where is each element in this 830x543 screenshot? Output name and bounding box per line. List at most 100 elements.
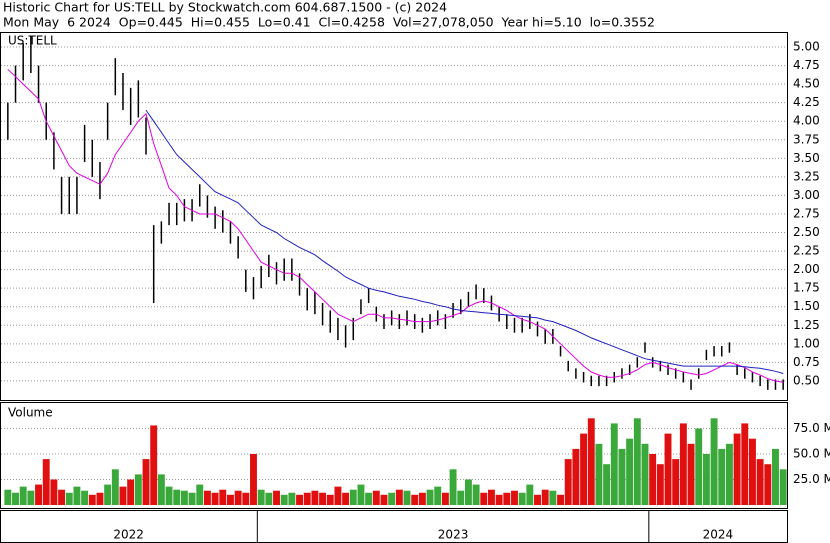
volume-bar [50, 479, 58, 505]
chart-title: Historic Chart for US:TELL by Stockwatch… [3, 0, 447, 15]
volume-bar [265, 492, 273, 505]
volume-bar [334, 486, 342, 505]
volume-bar [42, 459, 50, 505]
x-tick-label: 2022 [113, 528, 144, 542]
volume-bar [695, 428, 703, 505]
volume-bar [81, 490, 89, 505]
volume-bar [188, 492, 196, 505]
y-tick-label: 2.00 [793, 262, 820, 276]
volume-bar [380, 494, 388, 505]
volume-bar [679, 423, 687, 505]
volume-bar [288, 492, 296, 505]
volume-bar [73, 486, 81, 505]
y-tick-label: 2.75 [793, 206, 820, 220]
volume-bar [603, 464, 611, 505]
moving-average [7, 68, 784, 383]
volume-panel [0, 402, 788, 509]
volume-bar [610, 423, 618, 505]
volume-bar [219, 489, 227, 505]
volume-bar [395, 489, 403, 505]
volume-bar [411, 494, 419, 505]
volume-bar [104, 484, 112, 505]
price-panel [0, 32, 788, 401]
y2-tick-label: 25.0 M [793, 472, 830, 486]
volume-bar [449, 469, 457, 505]
volume-bar [434, 486, 442, 505]
volume-bar [488, 489, 495, 505]
y-tick-label: 1.50 [793, 299, 820, 313]
volume-bar [418, 492, 426, 505]
volume-bar [672, 459, 680, 505]
volume-bar [326, 494, 334, 505]
volume-bar [35, 484, 42, 505]
volume-bar [119, 486, 127, 505]
volume-bar [587, 418, 595, 505]
volume-bar [165, 486, 173, 505]
volume-bar [572, 448, 580, 505]
volume-bar [741, 423, 749, 505]
volume-bar [649, 454, 657, 505]
volume-bar [633, 418, 641, 505]
y-tick-label: 3.25 [793, 169, 820, 183]
volume-bar [357, 484, 365, 505]
volume-bar [180, 490, 188, 505]
x-tick-label: 2023 [438, 528, 469, 542]
y-tick-label: 3.50 [793, 151, 820, 165]
volume-bar [733, 433, 741, 505]
volume-bar [480, 492, 488, 505]
volume-bar [718, 448, 726, 505]
y-tick-label: 3.75 [793, 132, 820, 146]
volume-bar [541, 489, 549, 505]
volume-bar [173, 489, 181, 505]
volume-bar [157, 474, 165, 505]
volume-bar [242, 492, 250, 505]
volume-bar [303, 492, 311, 505]
volume-bar [457, 490, 465, 505]
volume-bar [311, 490, 319, 505]
volume-bar [580, 433, 588, 505]
y-tick-label: 0.50 [793, 373, 820, 387]
volume-bar [19, 486, 27, 505]
volume-bar [526, 484, 534, 505]
volume-bar [319, 492, 327, 505]
volume-bar [134, 474, 142, 505]
volume-bar [27, 490, 35, 505]
volume-bar [426, 489, 434, 505]
y-tick-label: 2.50 [793, 225, 820, 239]
volume-bar [403, 490, 411, 505]
volume-bar [58, 489, 66, 505]
moving-average [145, 109, 784, 374]
volume-bar [142, 459, 150, 505]
volume-bar [203, 490, 211, 505]
volume-bar [234, 490, 242, 505]
symbol-label: US:TELL [8, 34, 57, 48]
volume-bar [779, 469, 787, 505]
volume-bar [342, 492, 350, 505]
y-tick-label: 1.25 [793, 318, 820, 332]
y-tick-label: 1.75 [793, 281, 820, 295]
volume-bar [96, 492, 104, 505]
volume-bar [150, 425, 158, 505]
volume-bar [127, 479, 135, 505]
volume-bar [365, 492, 373, 505]
volume-bar [764, 464, 772, 505]
y-tick-label: 3.00 [793, 188, 820, 202]
volume-bar [464, 479, 472, 505]
y-tick-label: 0.75 [793, 355, 820, 369]
volume-bar [725, 443, 733, 505]
volume-bar [664, 433, 672, 505]
volume-bar [549, 490, 557, 505]
y-tick-label: 5.00 [793, 40, 820, 54]
y-tick-label: 4.00 [793, 114, 820, 128]
volume-bar [88, 494, 96, 505]
volume-bar [12, 492, 19, 505]
volume-bar [618, 448, 626, 505]
y-tick-label: 4.75 [793, 58, 820, 72]
volume-bar [280, 494, 288, 505]
volume-bar [472, 484, 480, 505]
y-tick-label: 4.25 [793, 95, 820, 109]
volume-bar [296, 494, 303, 505]
volume-bar [111, 469, 119, 505]
chart-subtitle: Mon May 6 2024 Op=0.445 Hi=0.455 Lo=0.41… [3, 15, 655, 30]
